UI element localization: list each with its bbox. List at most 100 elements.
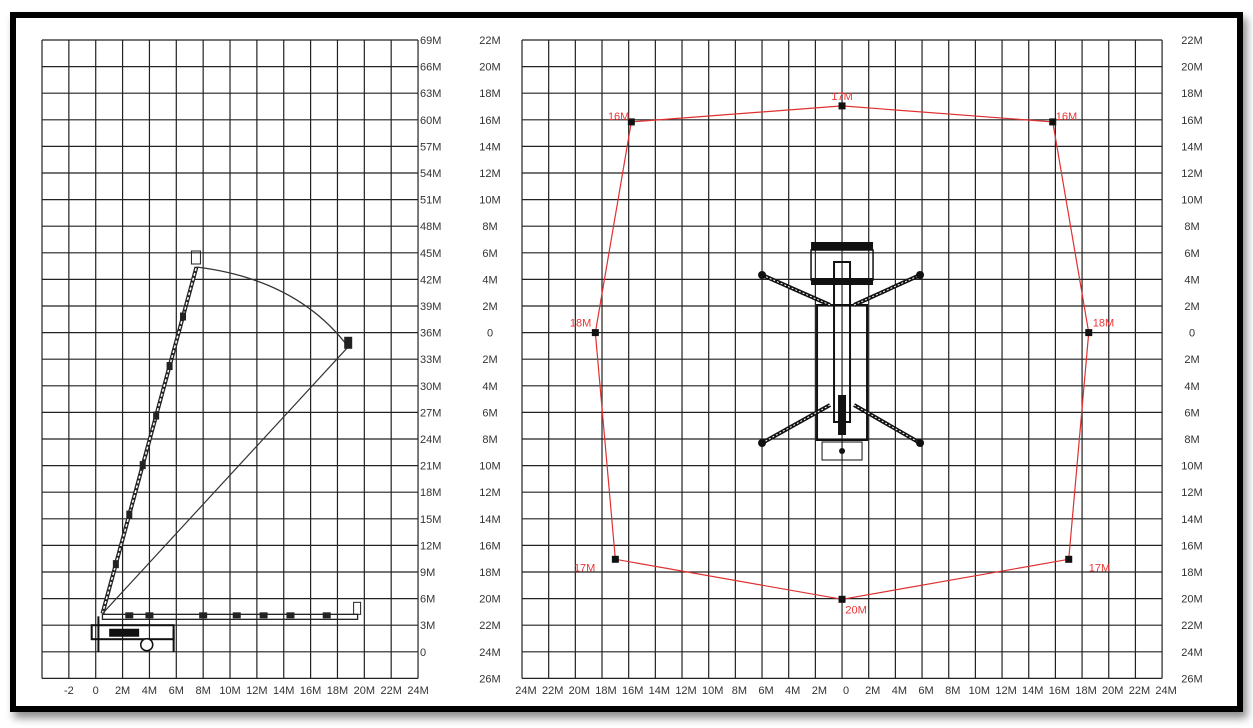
y-tick-label-right: 18M (1181, 88, 1202, 100)
y-tick-label-left: 6M (482, 407, 497, 419)
truck-wheel (140, 637, 154, 652)
outrigger-pad (758, 439, 767, 447)
y-tick-label-right: 6M (1184, 248, 1199, 260)
boom-section-joint (112, 560, 119, 569)
y-tick-label-left: 18M (479, 88, 500, 100)
x-tick-label: 16M (300, 685, 321, 697)
range-point-marker (1085, 329, 1093, 337)
truck-turret-top (838, 395, 847, 435)
y-tick-label: 54M (420, 168, 441, 180)
x-tick-label: 12M (675, 685, 696, 697)
x-tick-label: 4M (142, 685, 157, 697)
x-tick-label: 20M (569, 685, 590, 697)
y-tick-label-left: 8M (482, 221, 497, 233)
y-tick-label-right: 4M (1184, 381, 1199, 393)
outrigger-arm-detail (761, 274, 831, 306)
boom-section-joint (145, 612, 154, 619)
outrigger-arm-detail (761, 404, 831, 444)
y-tick-label-left: 24M (479, 647, 500, 659)
outrigger-pad (916, 439, 925, 447)
x-tick-label: 24M (1155, 685, 1176, 697)
range-point-marker (611, 555, 619, 563)
y-tick-label-right: 12M (1181, 487, 1202, 499)
outrigger-arm (761, 403, 832, 445)
y-tick-label: 69M (420, 35, 441, 47)
boom-raised (100, 266, 199, 615)
y-tick-label: 21M (420, 461, 441, 473)
y-tick-label-left: 4M (482, 381, 497, 393)
y-tick-label-right: 16M (1181, 115, 1202, 127)
y-tick-label-left: 10M (479, 461, 500, 473)
x-tick-label: 22M (380, 685, 401, 697)
truck-turret (109, 628, 140, 637)
range-point-label: 18M (1093, 318, 1114, 330)
y-tick-label-right: 8M (1184, 434, 1199, 446)
y-tick-label-left: 12M (479, 487, 500, 499)
top-view-chart: 22M 20M 18M 16M 14M 12M 10M 8M 6M 4M 2M 0 2M 4M 6M 8M 10… (479, 35, 1202, 697)
y-tick-label: 30M (420, 381, 441, 393)
x-tick-label: 22M (1129, 685, 1150, 697)
y-tick-label-right: 20M (1181, 594, 1202, 606)
truck-chassis (816, 304, 869, 441)
boom-section-joint (125, 612, 134, 619)
range-point-marker (1065, 555, 1073, 563)
side-view-chart: 69M 66M 63M 60M 57M 54M 51M 48M 45M 42M 39M 36M 33M 3… (41, 35, 441, 697)
y-tick-label-right: 14M (1181, 514, 1202, 526)
platform-basket-extended (344, 336, 353, 349)
x-tick-label: 2M (865, 685, 880, 697)
outrigger-pad (758, 271, 767, 279)
boom-section-joint (166, 362, 173, 371)
y-tick-label-left: 20M (479, 594, 500, 606)
y-tick-label: 60M (420, 115, 441, 127)
x-tick-label: 8M (945, 685, 960, 697)
x-tick-label: 20M (1102, 685, 1123, 697)
y-tick-label-left: 2M (482, 301, 497, 313)
truck-platform-top (811, 242, 874, 250)
y-tick-label-right: 26M (1181, 673, 1202, 685)
x-tick-label: 10M (219, 685, 240, 697)
y-tick-label: 3M (420, 620, 435, 632)
y-tick-label-right: 2M (1184, 354, 1199, 366)
boom-extended-line (101, 346, 349, 615)
y-tick-label: 27M (420, 407, 441, 419)
y-tick-label-left: 14M (479, 514, 500, 526)
boom-section-joint (199, 612, 208, 619)
y-tick-label: 57M (420, 141, 441, 153)
y-tick-label-right: 0 (1189, 328, 1195, 340)
y-tick-label-left: 6M (482, 248, 497, 260)
y-tick-label-left: 16M (479, 115, 500, 127)
boom-section-joint (232, 612, 241, 619)
y-tick-label: 63M (420, 88, 441, 100)
y-tick-label-right: 6M (1184, 407, 1199, 419)
x-tick-label: 8M (196, 685, 211, 697)
y-tick-label-left: 20M (479, 62, 500, 74)
y-tick-label-right: 14M (1181, 141, 1202, 153)
diagram-frame (10, 12, 1243, 712)
y-tick-label-left: 2M (482, 354, 497, 366)
boom-section-joint (153, 411, 160, 420)
y-tick-label-left: 4M (482, 274, 497, 286)
x-tick-label: 16M (622, 685, 643, 697)
y-tick-label-right: 16M (1181, 540, 1202, 552)
boom-stowed (101, 613, 359, 620)
x-tick-label: 14M (1022, 685, 1043, 697)
x-tick-label: 6M (169, 685, 184, 697)
truck-platform-bar (811, 278, 874, 285)
y-tick-label-right: 24M (1181, 647, 1202, 659)
y-tick-label-left: 22M (479, 35, 500, 47)
x-tick-label: 10M (702, 685, 723, 697)
x-tick-label: 10M (969, 685, 990, 697)
boom-section-joint (139, 461, 146, 470)
boom-section-joint (180, 312, 187, 321)
reach-envelope-arc (196, 266, 349, 348)
y-tick-label-left: 22M (479, 620, 500, 632)
truck-cab (821, 441, 863, 461)
x-tick-label: 6M (758, 685, 773, 697)
y-tick-label-right: 10M (1181, 461, 1202, 473)
y-tick-label: 66M (420, 62, 441, 74)
y-tick-label-left: 10M (479, 195, 500, 207)
y-tick-label-right: 18M (1181, 567, 1202, 579)
outrigger-pad (916, 271, 925, 279)
range-point-label: 17M (1089, 562, 1110, 574)
